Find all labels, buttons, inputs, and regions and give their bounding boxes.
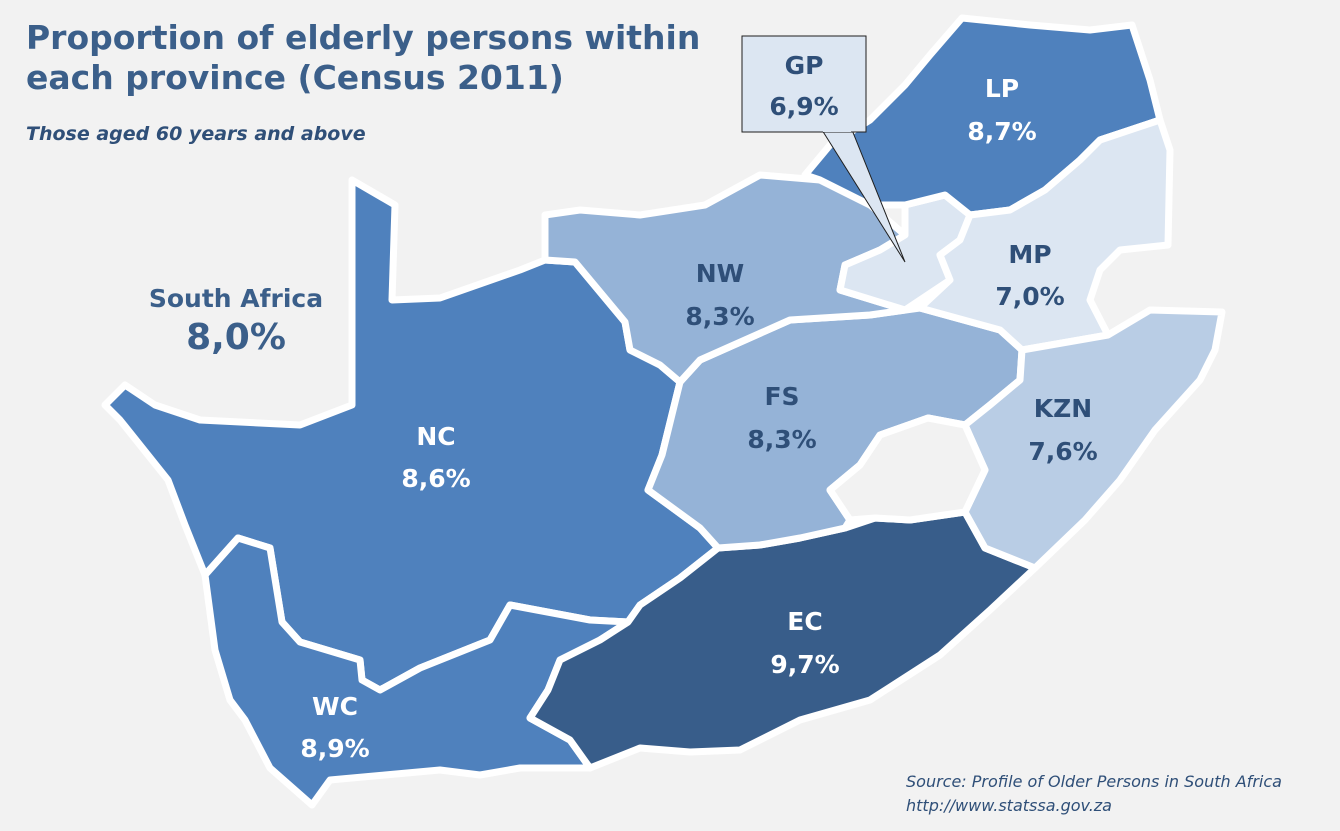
mp-name: MP bbox=[1008, 240, 1051, 269]
mp-value: 7,0% bbox=[995, 282, 1064, 311]
kzn-name: KZN bbox=[1034, 394, 1092, 423]
province-labels: LP 8,7% MP 7,0% NW 8,3% FS 8,3% KZN 7,6%… bbox=[300, 74, 1097, 763]
source-url[interactable]: http://www.statssa.gov.za bbox=[906, 796, 1112, 815]
wc-value: 8,9% bbox=[300, 734, 369, 763]
source-line: Source: Profile of Older Persons in Sout… bbox=[906, 772, 1282, 791]
region-mp[interactable] bbox=[916, 116, 1174, 354]
national-value: 8,0% bbox=[186, 317, 286, 358]
nc-value: 8,6% bbox=[401, 464, 470, 493]
gp-callout-box bbox=[741, 35, 867, 133]
wc-name: WC bbox=[312, 692, 358, 721]
fs-value: 8,3% bbox=[747, 425, 816, 454]
map-title: Proportion of elderly persons within eac… bbox=[26, 18, 701, 97]
map-subtitle: Those aged 60 years and above bbox=[26, 123, 366, 145]
source-note: Source: Profile of Older Persons in Sout… bbox=[906, 770, 1282, 818]
kzn-value: 7,6% bbox=[1028, 437, 1097, 466]
national-summary: South Africa 8,0% bbox=[146, 284, 326, 358]
nw-value: 8,3% bbox=[685, 302, 754, 331]
lp-name: LP bbox=[985, 74, 1019, 103]
national-name: South Africa bbox=[148, 284, 324, 313]
region-lesotho bbox=[826, 414, 989, 524]
gp-callout: GP 6,9% bbox=[741, 35, 906, 263]
nc-name: NC bbox=[416, 422, 455, 451]
lp-value: 8,7% bbox=[967, 117, 1036, 146]
nw-name: NW bbox=[696, 259, 745, 288]
region-kzn[interactable] bbox=[961, 306, 1226, 572]
gp-name: GP bbox=[785, 51, 824, 80]
fs-name: FS bbox=[764, 382, 799, 411]
ec-name: EC bbox=[787, 607, 822, 636]
ec-value: 9,7% bbox=[770, 650, 839, 679]
gp-value: 6,9% bbox=[769, 92, 838, 121]
